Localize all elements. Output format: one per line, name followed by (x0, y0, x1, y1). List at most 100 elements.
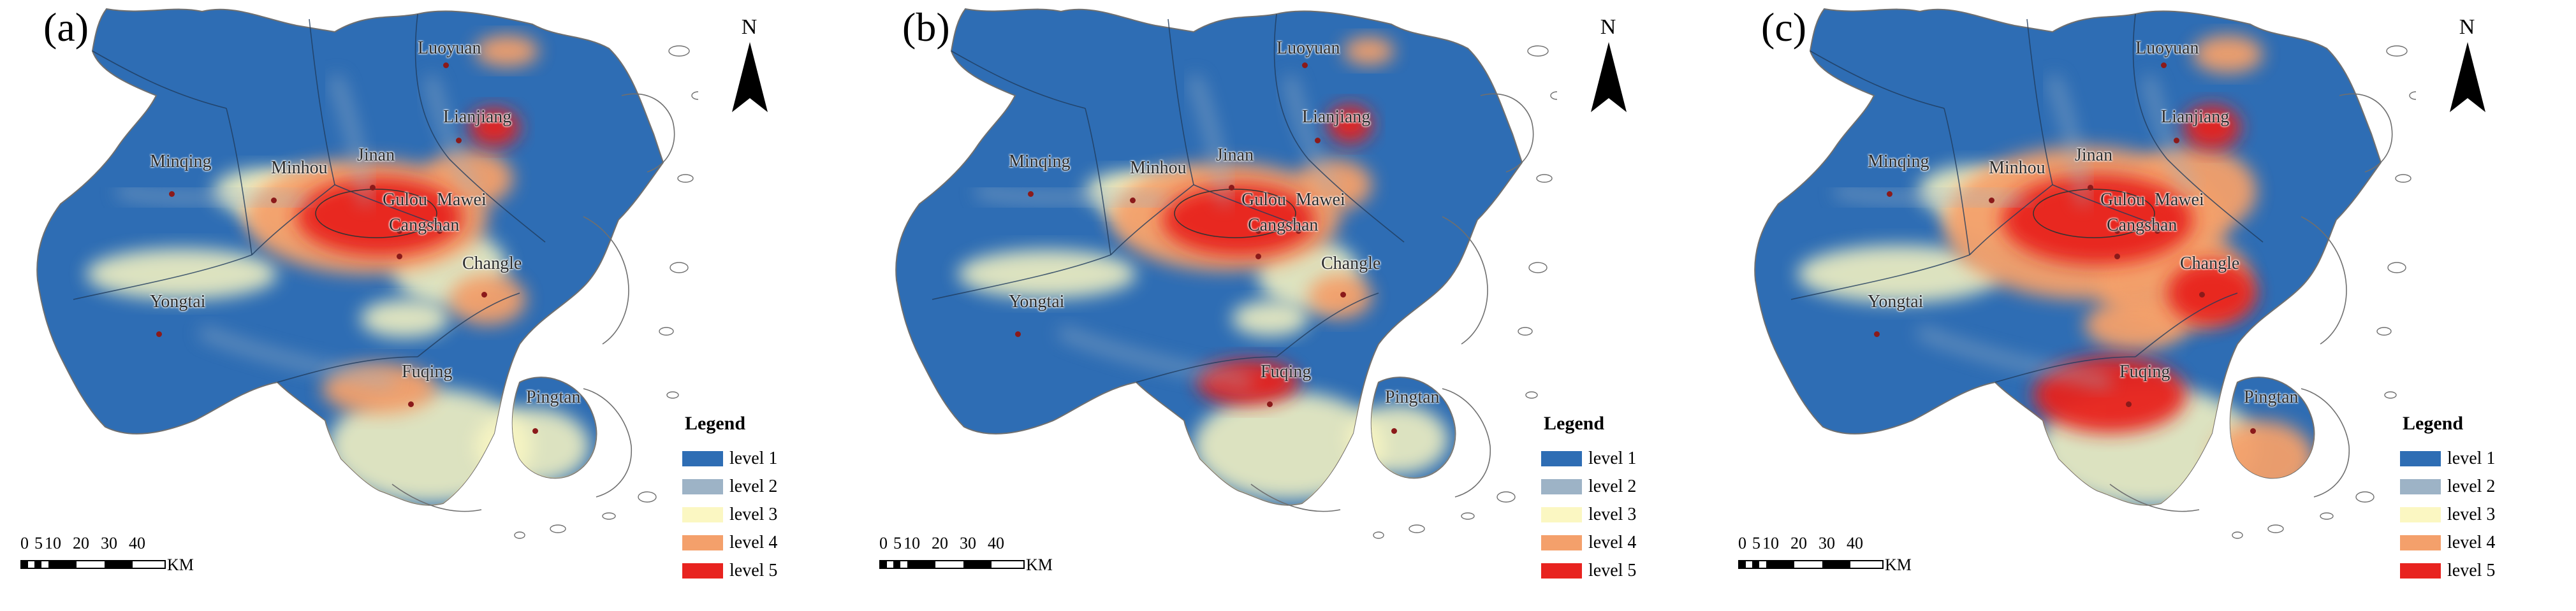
scale-tick-label: 30 (101, 534, 117, 552)
district-boundary (1136, 356, 1277, 383)
offshore-island (2395, 174, 2411, 183)
scale-tick-label: 20 (73, 534, 89, 552)
offshore-island (2376, 327, 2392, 336)
offshore-island (2320, 512, 2334, 520)
scale-tick-label: 5 (893, 534, 902, 552)
offshore-island (1550, 91, 1557, 100)
offshore-island (638, 491, 657, 503)
map-panel: (c) Luoyuan Lianjiang Minqing Minhou Jinan Gul… (1718, 0, 2576, 611)
urban-district-outline (2033, 189, 2155, 238)
place-label: Minhou (1989, 158, 2045, 178)
coastline (583, 388, 632, 498)
legend-swatch (1541, 479, 1582, 494)
place-label: Cangshan (389, 215, 460, 235)
scale-bar: 0 5 10 20 30 40 KM (1738, 534, 1929, 585)
level-3-area (1797, 245, 2002, 303)
city-dot (156, 331, 162, 337)
map-legend: Legend level 1 level 2 level 3 level 4 level … (682, 413, 777, 585)
legend-label: level 2 (1588, 477, 1637, 496)
legend-item: level 1 (1541, 445, 1636, 473)
offshore-island (514, 531, 525, 539)
scale-bar-graphic (20, 560, 166, 569)
scale-tick-label: 0 (1738, 534, 1746, 552)
scale-tick-label: 20 (1790, 534, 1807, 552)
city-dot (1267, 401, 1273, 407)
city-dot (2199, 292, 2205, 298)
offshore-island (691, 91, 698, 100)
coastline (621, 93, 675, 173)
offshore-island (2232, 531, 2243, 539)
legend-title: Legend (2403, 413, 2464, 434)
place-label: Gulou (383, 190, 427, 210)
scale-tick-label: 0 (879, 534, 888, 552)
district-boundary (1276, 292, 1379, 357)
city-dot (169, 191, 175, 197)
legend-label: level 1 (729, 449, 778, 468)
offshore-island (602, 512, 616, 520)
offshore-island (1527, 45, 1549, 57)
coastline (392, 484, 482, 512)
city-dot (408, 401, 414, 407)
level-2-valley (1284, 75, 1339, 195)
legend-item: level 4 (2400, 529, 2495, 557)
city-dot (397, 254, 402, 259)
place-label: Pingtan (526, 387, 581, 407)
north-arrow-icon (2450, 42, 2485, 112)
coastline (2301, 388, 2350, 498)
district-boundary (951, 50, 1086, 109)
city-dot (1296, 228, 1301, 234)
panel-label: (a) (43, 4, 89, 50)
offshore-island (2409, 91, 2416, 100)
level-2-valley (1834, 185, 2028, 210)
legend-swatch (2400, 479, 2441, 494)
city-dot (271, 198, 277, 203)
city-dot (1315, 138, 1321, 143)
north-letter: N (2459, 15, 2475, 39)
map-panel: (a) Luoyuan Lianjiang Minqing Minhou Jinan Gul… (0, 0, 858, 611)
place-label: Fuqing (402, 362, 453, 382)
urban-district-outline (1174, 189, 1296, 238)
legend-label: level 4 (729, 533, 778, 552)
scale-unit: KM (1885, 556, 1912, 574)
legend-swatch (2400, 507, 2441, 522)
offshore-island (2387, 262, 2406, 273)
district-boundary (1167, 18, 1194, 185)
legend-swatch (682, 535, 723, 550)
north-arrow: N (1579, 15, 1637, 117)
legend-swatch (682, 563, 723, 579)
level-2-valley (425, 75, 480, 195)
place-label: Changle (1321, 254, 1381, 273)
place-label: Cangshan (2107, 215, 2177, 235)
place-label: Mawei (437, 190, 487, 210)
place-label: Yongtai (1009, 292, 1065, 312)
city-dot (370, 185, 376, 190)
legend-swatch (2400, 535, 2441, 550)
city-dot (456, 138, 462, 143)
district-boundary (449, 159, 546, 243)
place-label: Jinan (1216, 145, 1254, 165)
fuzhou-map (36, 8, 698, 539)
district-boundary (92, 50, 227, 109)
coastline (1442, 216, 1488, 345)
district-boundary (73, 254, 252, 300)
legend-item: level 5 (2400, 557, 2495, 585)
offshore-island (1518, 327, 1533, 336)
district-boundary (277, 356, 418, 383)
place-label: Pingtan (1385, 387, 1440, 407)
legend-item: level 2 (2400, 473, 2495, 501)
city-dot (2161, 62, 2167, 68)
coastline (2301, 216, 2347, 345)
legend-label: level 1 (1588, 449, 1637, 468)
offshore-island (1536, 174, 1553, 183)
offshore-island (1409, 524, 1425, 533)
offshore-island (1525, 391, 1538, 399)
city-dot (2114, 228, 2120, 234)
place-label: Minqing (150, 152, 212, 171)
coastline (2109, 484, 2200, 512)
place-label: Lianjiang (443, 107, 512, 127)
level-3-area (1347, 405, 1449, 475)
district-boundary (1308, 159, 1405, 243)
legend-label: level 5 (2447, 561, 2496, 580)
city-dot (1989, 198, 1994, 203)
scale-tick-label: 40 (129, 534, 145, 552)
